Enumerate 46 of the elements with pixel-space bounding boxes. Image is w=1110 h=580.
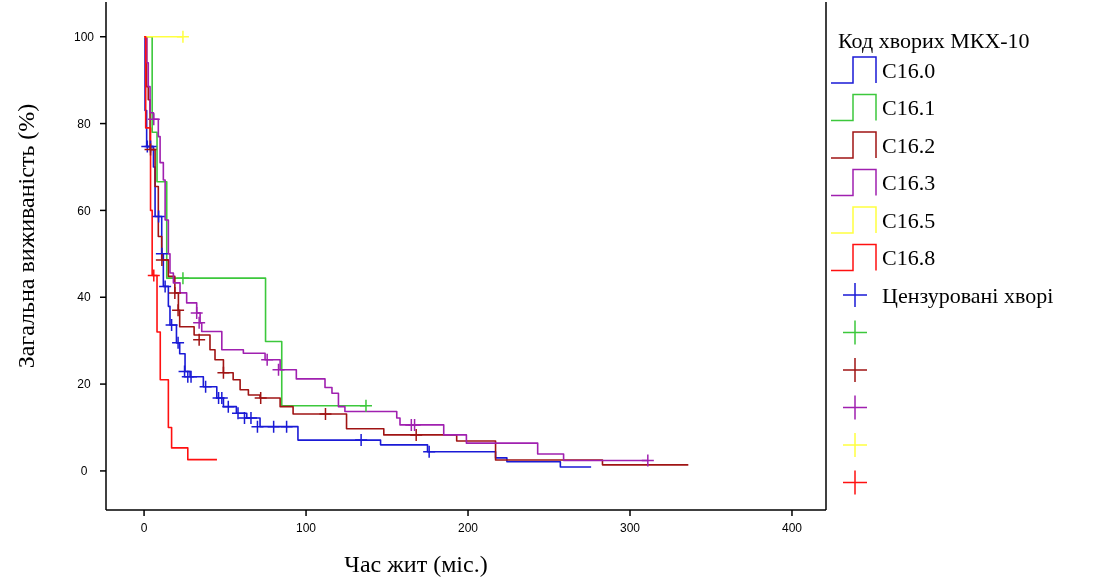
legend-label: Цензуровані хворі [882, 282, 1054, 308]
point [158, 279, 172, 294]
point [155, 253, 169, 267]
point [641, 453, 655, 468]
point [176, 271, 190, 285]
legend-label: C16.8 [882, 245, 936, 271]
legend-label: C16.0 [882, 57, 936, 83]
point [422, 445, 436, 459]
y-tick-label: 40 [77, 290, 91, 305]
point [171, 303, 185, 318]
y-tick-label: 20 [77, 377, 91, 392]
y-tick-label: 60 [77, 203, 91, 218]
point [164, 318, 179, 332]
point [266, 419, 281, 434]
point [271, 363, 286, 377]
x-tick-label: 300 [619, 521, 641, 535]
legend-label: C16.5 [882, 207, 936, 233]
legend-label: C16.2 [882, 132, 936, 158]
point [147, 112, 161, 126]
point [168, 286, 182, 300]
point [359, 399, 373, 413]
point [216, 366, 231, 380]
point [192, 333, 206, 347]
legend-label: C16.1 [882, 95, 936, 121]
y-tick-label: 100 [73, 29, 95, 44]
point [253, 391, 268, 405]
point [151, 209, 166, 224]
x-tick-label: 100 [296, 521, 317, 535]
legend-label: C16.3 [882, 170, 936, 196]
point [198, 379, 213, 394]
point [279, 419, 294, 434]
y-tick-label: 0 [80, 464, 88, 479]
point [171, 336, 185, 350]
y-tick-label: 80 [77, 116, 91, 131]
x-axis-title: Час жит (міс.) [344, 551, 488, 577]
point [192, 316, 206, 330]
x-tick-label: 200 [458, 521, 479, 535]
legend-title: Код хворих МКХ-10 [838, 28, 1030, 53]
point [260, 353, 274, 367]
point [189, 306, 204, 320]
y-axis-title: Загальна виживаність (%) [13, 103, 39, 369]
point [147, 268, 161, 283]
x-tick-label: 400 [781, 521, 803, 535]
point [318, 407, 333, 421]
point [176, 29, 190, 44]
x-tick-label: 0 [140, 521, 148, 535]
